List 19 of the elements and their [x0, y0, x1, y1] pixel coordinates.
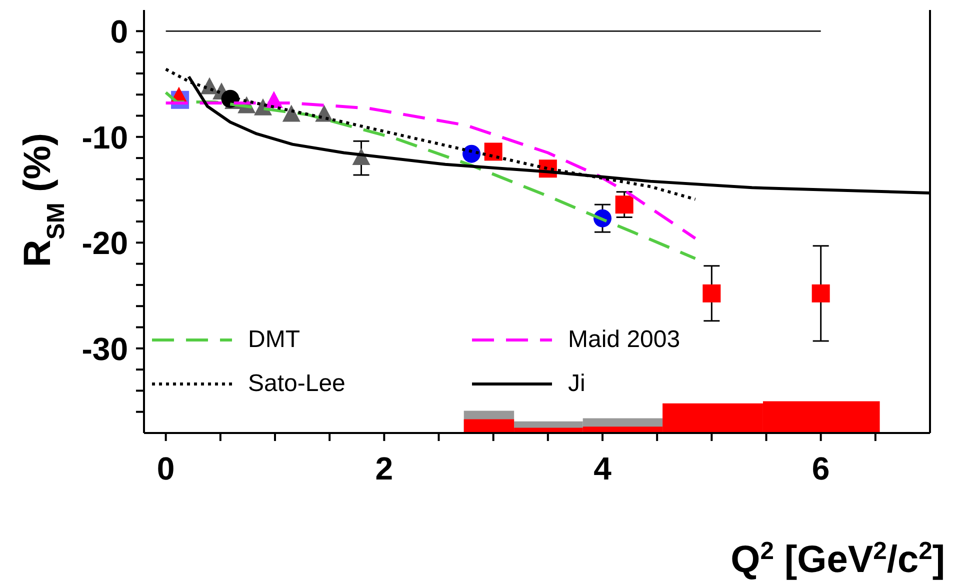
- legend-label: Ji: [568, 370, 586, 398]
- y-tick-label: 0: [110, 14, 128, 50]
- legend-label: DMT: [248, 326, 300, 354]
- x-tick-label: 2: [375, 450, 394, 487]
- y-tick-label: -30: [82, 330, 128, 367]
- point: [812, 284, 830, 302]
- point: [484, 142, 502, 161]
- point: [282, 104, 300, 122]
- x-tick-label: 4: [594, 450, 612, 487]
- point: [702, 284, 721, 302]
- legend-label: Sato-Lee: [248, 370, 346, 398]
- point: [462, 144, 480, 163]
- legend-label: Maid 2003: [568, 326, 680, 354]
- x-tick-label: 0: [156, 450, 175, 487]
- y-tick-label: -20: [82, 225, 128, 262]
- x-axis-title: Q$^{2}$ [GeV$^{2}$/c$^{2}$]: [730, 538, 945, 581]
- x-tick-label: 6: [812, 450, 830, 487]
- point: [615, 196, 634, 214]
- y-tick-label: -10: [82, 119, 128, 156]
